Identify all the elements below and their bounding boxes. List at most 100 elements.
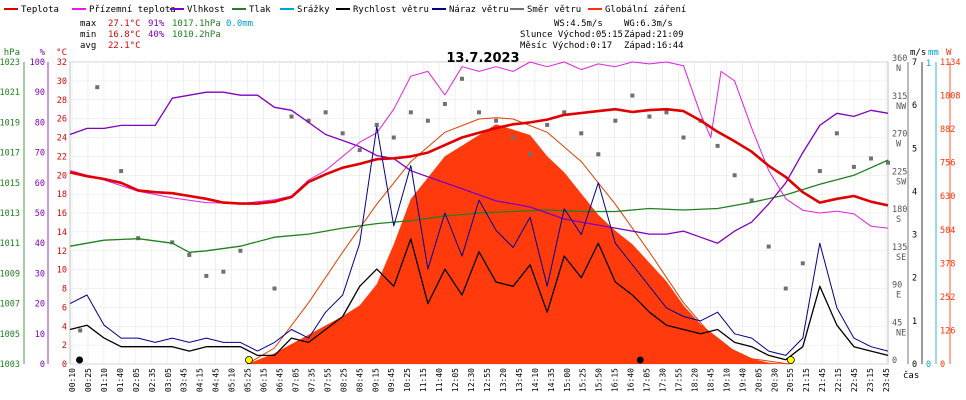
rain-axis-unit: mm [928, 48, 939, 58]
sunset-marker [786, 356, 795, 364]
wind-dir-point [340, 131, 345, 136]
hpa-axis-tick: 1003 [0, 360, 20, 370]
stat-max-hum: 91% [148, 19, 165, 29]
plot-area [69, 61, 890, 365]
stat-min-press: 1010.2hPa [172, 30, 221, 40]
wind-dir-point [800, 261, 805, 266]
x-tick-label: 22:45 [850, 368, 859, 392]
wind-dir-point [681, 135, 686, 140]
wind-dir-point [357, 148, 362, 153]
dir-label: SW [896, 177, 907, 187]
stats-box: max 27.1°C 91% 1017.1hPa 0.0mm min 16.8°… [80, 19, 253, 51]
wind-dir-point [630, 93, 635, 98]
wind-dir-point [766, 244, 771, 249]
x-tick-label: 08:25 [339, 368, 348, 392]
hpa-axis-tick: 1015 [0, 179, 20, 189]
dir-tick: 315 [892, 92, 907, 102]
moon-set-marker [636, 356, 644, 364]
x-tick-label: 14:35 [547, 368, 556, 392]
rad-axis-unit: W [946, 48, 952, 58]
wind-tick: 6 [912, 101, 917, 111]
wind-dir-point [596, 152, 601, 157]
temp-axis-tick: 12 [57, 247, 67, 257]
wind-tick: 5 [912, 144, 917, 154]
wind-dir-point [511, 135, 516, 140]
wind-dir-point [391, 135, 396, 140]
x-tick-label: 17:55 [675, 368, 684, 392]
temp-axis-tick: 26 [57, 115, 67, 125]
temp-axis-tick: 32 [57, 58, 67, 68]
wind-dir-point [289, 114, 294, 119]
legend: Teplota Přízemní teplota Vlhkost Tlak Srážky… [4, 5, 686, 15]
dir-tick: 225 [892, 167, 907, 177]
hpa-axis-tick: 1023 [0, 58, 20, 68]
pressure-line [69, 159, 889, 253]
x-tick-label: 23:45 [882, 368, 891, 392]
wind-gust-line [69, 126, 889, 356]
x-tick-label: 10:25 [403, 368, 412, 392]
wind-dir-point [494, 118, 499, 123]
stat-max-label: max [80, 19, 97, 29]
x-tick-label: 07:55 [323, 368, 332, 392]
x-tick-label: 05:10 [228, 368, 237, 392]
x-tick-label: 01:40 [116, 368, 125, 392]
wind-speed-line [69, 238, 889, 361]
wind-dir-point [272, 286, 277, 291]
x-tick-label: 23:15 [866, 368, 875, 392]
legend-label: Přízemní teplota [89, 5, 176, 15]
wind-dir-point [886, 160, 890, 165]
sunrise-marker [245, 356, 253, 364]
rad-tick: 0 [940, 360, 945, 370]
rad-tick: 882 [940, 125, 955, 135]
wind-tick: 7 [912, 58, 917, 68]
x-tick-label: 17:05 [643, 368, 652, 392]
temp-axis-tick: 0 [62, 360, 67, 370]
wind-dir-point [715, 143, 720, 148]
wind-dir-point [374, 122, 379, 127]
humidity-axis-tick: 80 [35, 118, 45, 128]
wind-dir-point [545, 122, 550, 127]
stat-min-label: min [80, 30, 96, 40]
x-tick-label: 13:45 [515, 368, 524, 392]
wind-tick: 4 [912, 187, 917, 197]
humidity-axis-tick: 90 [35, 88, 45, 98]
hpa-axis-tick: 1017 [0, 149, 20, 159]
x-tick-label: 09:15 [371, 368, 380, 392]
wind-tick: 0 [912, 360, 917, 370]
x-tick-label: 22:15 [834, 368, 843, 392]
x-tick-label: 00:10 [68, 368, 77, 392]
hpa-axis-tick: 1011 [0, 239, 20, 249]
wind-dir-point [408, 110, 413, 115]
x-tick-label: 03:05 [164, 368, 173, 392]
dir-tick: 0 [892, 356, 897, 366]
humidity-axis-tick: 0 [40, 360, 45, 370]
x-tick-label: 13:20 [499, 368, 508, 392]
dir-label: NE [896, 328, 906, 338]
temp-axis-tick: 20 [57, 171, 67, 181]
humidity-axis-tick: 30 [35, 269, 45, 279]
legend-label: Směr větru [527, 5, 581, 15]
x-tick-label: 15:00 [563, 368, 572, 392]
wind-dir-point [664, 110, 669, 115]
radiation-area [247, 124, 790, 364]
wind-dir-point [170, 240, 175, 245]
info-moon: Měsíc Východ:0:17 [520, 41, 612, 51]
stat-avg-temp: 22.1°C [108, 41, 141, 51]
wind-dir-point [204, 273, 209, 278]
temp-axis-tick: 8 [62, 285, 67, 295]
x-tick-label: 21:45 [818, 368, 827, 392]
wind-dir-point [579, 131, 584, 136]
chart-title: 13.7.2023 [446, 51, 519, 66]
wind-dir-point [562, 110, 567, 115]
x-tick-label: 12:55 [483, 368, 492, 392]
x-tick-label: 21:15 [802, 368, 811, 392]
humidity-axis-tick: 10 [35, 330, 45, 340]
dir-label: W [896, 140, 902, 150]
dir-tick: 180 [892, 205, 907, 215]
x-tick-label: 16:40 [627, 368, 636, 392]
wind-dir-point [78, 328, 83, 333]
wind-dir-point [306, 118, 311, 123]
x-tick-label: 02:35 [148, 368, 157, 392]
moon-rise-marker [76, 356, 84, 364]
x-tick-label: 12:30 [467, 368, 476, 392]
